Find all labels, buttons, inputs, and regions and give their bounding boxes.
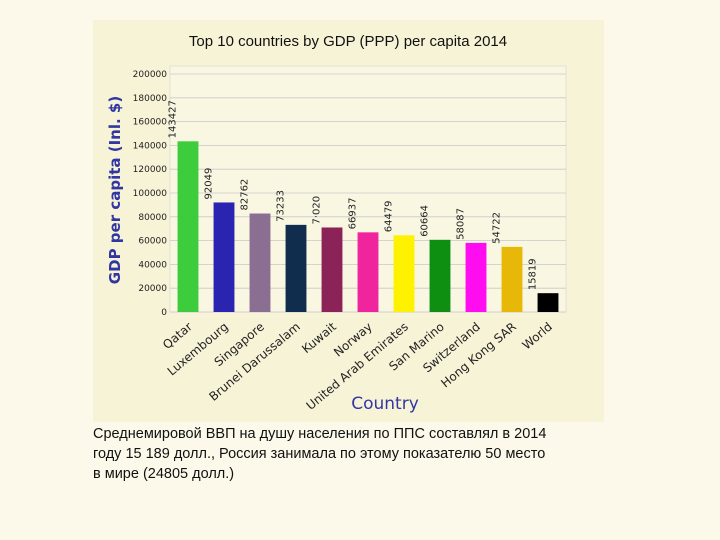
y-tick-label: 40000: [138, 260, 167, 270]
value-label: 143427: [168, 100, 179, 138]
bar-brunei-darussalam: [285, 224, 307, 312]
y-tick-label: 180000: [133, 94, 168, 104]
y-axis-label: GDP per capita (Inl. $): [106, 96, 124, 284]
bar-norway: [357, 232, 379, 312]
bar-united-arab-emirates: [393, 235, 415, 312]
bar-switzerland: [465, 242, 487, 312]
bar-san-marino: [429, 239, 451, 312]
y-tick-label: 0: [161, 308, 167, 318]
y-tick-label: 60000: [138, 237, 167, 247]
value-label: 60664: [420, 205, 431, 237]
bar-hong-kong-sar: [501, 246, 523, 312]
value-label: 15819: [528, 258, 539, 290]
grid-lines: [170, 73, 566, 313]
y-tick-label: 120000: [133, 165, 168, 175]
value-label: 73233: [276, 190, 287, 222]
bar-singapore: [249, 213, 271, 312]
bar-chart: Top 10 countries by GDP (PPP) per capita…: [106, 33, 567, 414]
value-label: 66937: [348, 198, 359, 230]
value-label: 64479: [384, 200, 395, 232]
y-tick-label: 100000: [133, 189, 168, 199]
x-axis-label: Country: [351, 394, 419, 414]
y-tick-label: 80000: [138, 213, 167, 223]
bars: [177, 141, 559, 312]
value-label: 82762: [240, 179, 251, 211]
value-labels: 143427 92049 82762 73233 7·020 66937 64479 6066…: [168, 100, 539, 290]
bar-qatar: [177, 141, 199, 312]
y-tick-label: 140000: [133, 141, 168, 151]
value-label: 54722: [492, 212, 503, 244]
bar-luxembourg: [213, 202, 235, 312]
caption-text: Среднемировой ВВП на душу населения по П…: [93, 426, 547, 482]
y-tick-label: 20000: [138, 284, 167, 294]
bar-world: [537, 293, 559, 312]
chart-panel: Top 10 countries by GDP (PPP) per capita…: [93, 20, 604, 422]
chart-title: Top 10 countries by GDP (PPP) per capita…: [189, 33, 507, 50]
value-label: 58087: [456, 208, 467, 240]
y-axis-ticks: 0 20000 40000 60000 80000 100000 120000 140000 1…: [133, 70, 168, 318]
y-tick-label: 200000: [133, 70, 168, 80]
value-label: 92049: [204, 168, 215, 200]
value-label: 7·020: [312, 196, 323, 225]
bar-kuwait: [321, 227, 343, 312]
x-tick-label: World: [520, 320, 555, 353]
y-tick-label: 160000: [133, 118, 168, 128]
